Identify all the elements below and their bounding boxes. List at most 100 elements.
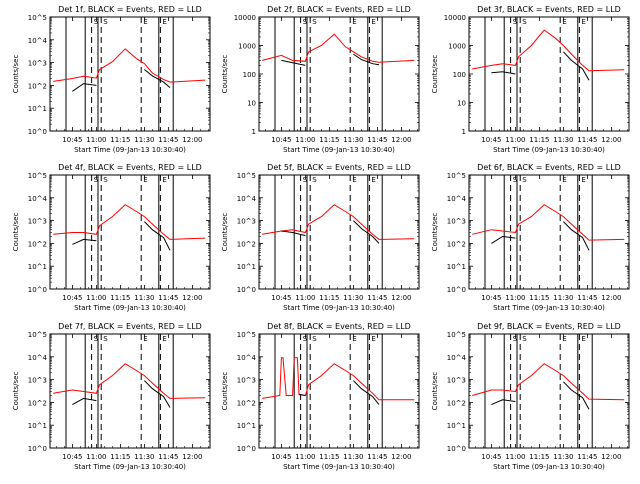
series-red-line	[53, 363, 206, 399]
x-axis-label: Start Time (09-Jan-13 10:30:40)	[74, 463, 186, 471]
y-tick-label: 10^3	[28, 60, 47, 68]
y-tick-label: 10^0	[28, 128, 47, 136]
x-tick-label: 11:00	[505, 136, 525, 144]
x-tick-label: 11:15	[529, 453, 549, 461]
plot-frame	[49, 174, 211, 290]
y-tick-label: 10^1	[28, 263, 47, 271]
y-tick-label: 10^0	[28, 445, 47, 453]
panel-title: Det 4f, BLACK = Events, RED = LLD	[58, 163, 202, 172]
series-black-line	[491, 51, 590, 81]
series-red-line	[262, 33, 415, 63]
y-tick-label: 10^1	[237, 263, 256, 271]
detector-panel-5: Det 5f, BLACK = Events, RED = LLD 10^0 10^…	[221, 163, 420, 312]
y-tick-label: 10^3	[28, 377, 47, 385]
marker-label: E	[562, 335, 566, 343]
y-tick-label: 10^4	[447, 195, 467, 203]
panel-title: Det 7f, BLACK = Events, RED = LLD	[58, 322, 202, 331]
x-tick-label: 11:30	[134, 136, 154, 144]
x-tick-label: 11:45	[577, 294, 597, 302]
y-tick-label: 100	[453, 71, 466, 79]
series-black-line	[491, 381, 590, 410]
plot-frame	[258, 174, 420, 290]
x-axis-label: Start Time (09-Jan-13 10:30:40)	[74, 146, 186, 154]
y-tick-label: 10^0	[237, 445, 256, 453]
x-tick-label: 11:15	[319, 294, 339, 302]
marker-label: E	[581, 18, 585, 26]
x-tick-label: 10:45	[62, 294, 82, 302]
y-tick-label: 10^2	[28, 399, 47, 407]
panel-title: Det 1f, BLACK = Events, RED = LLD	[58, 5, 202, 14]
y-tick-label: 10^0	[237, 286, 256, 294]
marker-label: S	[303, 335, 308, 343]
x-tick-label: 11:45	[158, 294, 178, 302]
x-tick-label: 11:45	[577, 453, 597, 461]
x-tick-label: 11:45	[367, 294, 387, 302]
x-axis-label: Start Time (09-Jan-13 10:30:40)	[283, 146, 395, 154]
y-axis-label: Counts/sec	[12, 372, 20, 411]
panel-title: Det 9f, BLACK = Events, RED = LLD	[477, 322, 621, 331]
series-black-line	[72, 221, 171, 251]
x-tick-label: 10:45	[481, 136, 501, 144]
y-tick-label: 10^5	[28, 172, 47, 180]
series-black-line	[491, 221, 590, 251]
x-tick-label: 11:45	[158, 136, 178, 144]
y-tick-label: 10^2	[447, 240, 466, 248]
marker-label: E	[562, 18, 566, 26]
y-tick-label: 10^3	[447, 377, 466, 385]
x-axis-label: Start Time (09-Jan-13 10:30:40)	[283, 304, 395, 312]
plot-frame	[468, 333, 630, 449]
y-tick-label: 10^3	[237, 218, 256, 226]
marker-label: S	[513, 335, 518, 343]
y-tick-label: 10^1	[447, 422, 466, 430]
y-tick-label: 10^4	[28, 354, 48, 362]
panel-title: Det 8f, BLACK = Events, RED = LLD	[267, 322, 411, 331]
series-red-line	[262, 204, 415, 240]
series-black-line	[72, 380, 171, 408]
y-tick-label: 10^2	[237, 240, 256, 248]
detector-panel-3: Det 3f, BLACK = Events, RED = LLD 1 10 100 1…	[431, 5, 630, 154]
x-tick-label: 10:45	[271, 453, 291, 461]
x-tick-label: 11:30	[553, 136, 573, 144]
marker-label: E	[143, 176, 147, 184]
x-axis-label: Start Time (09-Jan-13 10:30:40)	[74, 304, 186, 312]
plot-frame	[258, 333, 420, 449]
marker-label: S	[312, 18, 317, 26]
y-tick-label: 10	[247, 100, 256, 108]
y-tick-label: 10^3	[28, 218, 47, 226]
y-tick-label: 10^5	[447, 331, 466, 339]
x-tick-label: 12:00	[391, 453, 411, 461]
x-tick-label: 12:00	[182, 453, 202, 461]
x-tick-label: 10:45	[481, 453, 501, 461]
x-tick-label: 11:30	[134, 453, 154, 461]
x-tick-label: 11:15	[529, 136, 549, 144]
marker-label: E	[371, 18, 375, 26]
x-tick-label: 11:30	[343, 453, 363, 461]
marker-label: S	[513, 18, 518, 26]
marker-label: E	[352, 176, 356, 184]
plot-frame	[468, 174, 630, 290]
detector-panel-1: Det 1f, BLACK = Events, RED = LLD 10^0 10^…	[12, 5, 211, 154]
x-axis-label: Start Time (09-Jan-13 10:30:40)	[493, 304, 605, 312]
marker-label: S	[94, 176, 99, 184]
x-tick-label: 11:15	[319, 453, 339, 461]
x-tick-label: 11:00	[86, 453, 106, 461]
x-tick-label: 11:15	[529, 294, 549, 302]
series-red-line	[53, 48, 206, 83]
y-tick-label: 10^3	[237, 377, 256, 385]
y-axis-label: Counts/sec	[12, 55, 20, 94]
x-tick-label: 11:15	[110, 294, 130, 302]
y-tick-label: 10^0	[447, 445, 466, 453]
y-tick-label: 10^5	[237, 331, 256, 339]
marker-label: E	[581, 335, 585, 343]
y-tick-label: 10^1	[28, 422, 47, 430]
y-axis-label: Counts/sec	[431, 213, 439, 252]
x-axis-label: Start Time (09-Jan-13 10:30:40)	[493, 463, 605, 471]
x-tick-label: 11:45	[367, 136, 387, 144]
y-tick-label: 10^2	[28, 240, 47, 248]
series-red-line	[472, 363, 625, 401]
y-tick-label: 1000	[448, 43, 466, 51]
y-tick-label: 10^2	[447, 399, 466, 407]
x-axis-label: Start Time (09-Jan-13 10:30:40)	[283, 463, 395, 471]
x-tick-label: 11:15	[319, 136, 339, 144]
x-tick-label: 12:00	[182, 136, 202, 144]
